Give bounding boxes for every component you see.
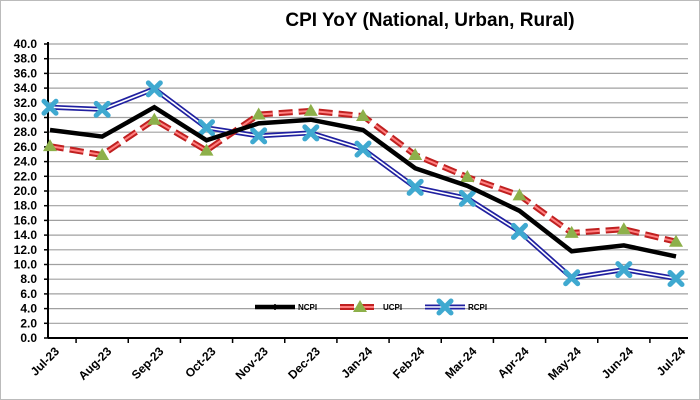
x-marker xyxy=(436,298,454,316)
legend-label: NCPI xyxy=(298,303,317,312)
y-tick-label: 2.0 xyxy=(20,316,37,330)
y-tick-label: 28.0 xyxy=(14,125,38,139)
triangle-marker xyxy=(43,139,57,152)
triangle-marker xyxy=(95,147,110,160)
x-marker xyxy=(354,140,372,158)
y-tick-label: 12.0 xyxy=(14,243,38,257)
y-tick-label: 20.0 xyxy=(14,184,38,198)
x-marker xyxy=(458,189,476,207)
x-tick-label: Aug-23 xyxy=(76,344,115,383)
y-tick-label: 22.0 xyxy=(14,169,38,183)
x-tick-label: Jun-24 xyxy=(599,344,636,381)
triangle-marker xyxy=(616,222,631,235)
triangle-marker xyxy=(353,300,367,312)
triangle-marker xyxy=(356,109,370,122)
y-tick-label: 6.0 xyxy=(20,287,37,301)
x-marker xyxy=(667,269,685,287)
legend-label: RCPI xyxy=(468,303,487,312)
x-marker xyxy=(302,124,320,142)
triangle-marker xyxy=(460,170,475,183)
x-tick-label: May-24 xyxy=(545,344,584,383)
y-tick-label: 32.0 xyxy=(14,96,38,110)
y-tick-label: 38.0 xyxy=(14,52,38,66)
x-tick-label: Sep-23 xyxy=(129,344,167,382)
triangle-marker xyxy=(251,107,266,120)
legend-item-ucpi: UCPI xyxy=(340,300,402,312)
y-tick-label: 40.0 xyxy=(14,37,38,51)
triangle-marker xyxy=(564,225,579,238)
x-marker xyxy=(563,269,581,287)
legend-item-rcpi: RCPI xyxy=(425,298,487,316)
triangle-marker xyxy=(147,112,162,125)
x-marker xyxy=(93,100,111,118)
x-tick-label: Jul-23 xyxy=(28,344,63,379)
y-tick-label: 24.0 xyxy=(14,155,38,169)
y-tick-label: 30.0 xyxy=(14,111,38,125)
y-tick-label: 14.0 xyxy=(14,228,38,242)
chart-title: CPI YoY (National, Urban, Rural) xyxy=(285,10,574,31)
y-tick-label: 26.0 xyxy=(14,140,38,154)
triangle-marker xyxy=(199,143,214,156)
y-tick-label: 16.0 xyxy=(14,213,38,227)
triangle-marker xyxy=(408,147,423,160)
triangle-marker xyxy=(303,103,318,116)
y-tick-label: 10.0 xyxy=(14,258,38,272)
x-tick-label: Mar-24 xyxy=(442,344,479,381)
y-tick-label: 18.0 xyxy=(14,199,38,213)
x-marker xyxy=(406,178,424,196)
x-tick-label: Dec-23 xyxy=(285,344,323,382)
x-tick-label: Jan-24 xyxy=(338,344,375,381)
x-tick-label: Oct-23 xyxy=(182,344,219,381)
legend-item-ncpi: NCPI xyxy=(255,303,317,312)
series-ucpi xyxy=(43,103,683,247)
y-tick-label: 34.0 xyxy=(14,81,38,95)
x-marker xyxy=(145,80,163,98)
triangle-marker xyxy=(512,188,527,201)
series-ncpi xyxy=(49,104,677,259)
x-tick-label: Nov-23 xyxy=(233,344,271,382)
y-tick-label: 4.0 xyxy=(20,302,37,316)
x-tick-label: Feb-24 xyxy=(390,344,427,381)
x-marker xyxy=(41,98,59,116)
x-tick-label: Apr-24 xyxy=(495,344,532,381)
x-marker xyxy=(615,261,633,279)
y-tick-label: 36.0 xyxy=(14,66,38,80)
x-marker xyxy=(250,127,268,145)
x-marker xyxy=(511,222,528,240)
x-marker xyxy=(198,119,215,137)
y-tick-label: 0.0 xyxy=(20,331,37,345)
series-rcpi xyxy=(41,80,685,287)
legend-label: UCPI xyxy=(383,303,402,312)
triangle-marker xyxy=(669,234,683,247)
series-line xyxy=(49,104,677,259)
x-tick-label: Jul-24 xyxy=(654,344,689,379)
y-tick-label: 8.0 xyxy=(20,272,37,286)
